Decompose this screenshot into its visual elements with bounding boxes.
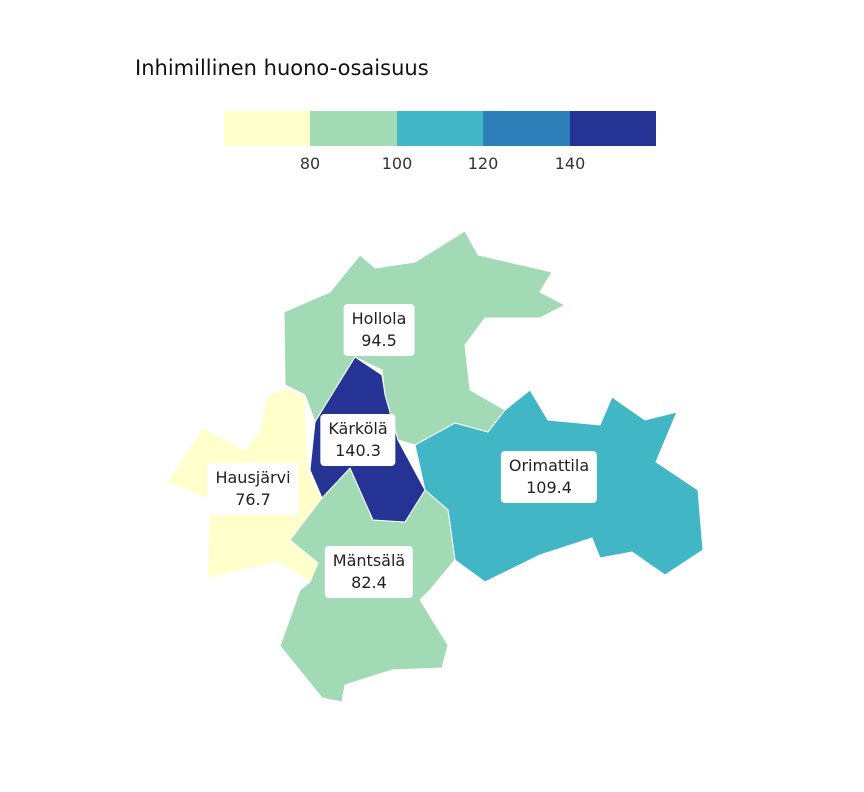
region-hollola[interactable] xyxy=(283,230,567,446)
region-value: 82.4 xyxy=(351,573,387,592)
map-title: Inhimillinen huono-osaisuus xyxy=(135,56,429,80)
color-legend xyxy=(224,111,656,146)
region-name: Hollola xyxy=(351,309,407,328)
region-label-hollola: Hollola 94.5 xyxy=(343,304,415,356)
region-value: 109.4 xyxy=(526,478,572,497)
region-value: 140.3 xyxy=(335,441,381,460)
legend-swatch-0 xyxy=(224,111,311,146)
legend-swatch-4 xyxy=(569,111,656,146)
region-name: Kärkölä xyxy=(328,419,388,438)
legend-swatch-2 xyxy=(396,111,484,146)
legend-tick: 140 xyxy=(554,154,586,173)
region-name: Mäntsälä xyxy=(332,551,406,570)
region-value: 94.5 xyxy=(361,331,397,350)
region-value: 76.7 xyxy=(235,490,271,509)
region-label-orimattila: Orimattila 109.4 xyxy=(500,451,598,503)
legend-swatch-3 xyxy=(483,111,570,146)
legend-tick: 120 xyxy=(467,154,499,173)
region-label-mantsala: Mäntsälä 82.4 xyxy=(324,546,414,598)
legend-tick: 100 xyxy=(381,154,413,173)
region-label-karkola: Kärkölä 140.3 xyxy=(320,414,396,466)
legend-tick: 80 xyxy=(299,154,321,173)
legend-swatch-1 xyxy=(310,111,397,146)
region-name: Hausjärvi xyxy=(215,468,291,487)
region-label-hausjarvi: Hausjärvi 76.7 xyxy=(207,463,299,515)
region-name: Orimattila xyxy=(508,456,590,475)
